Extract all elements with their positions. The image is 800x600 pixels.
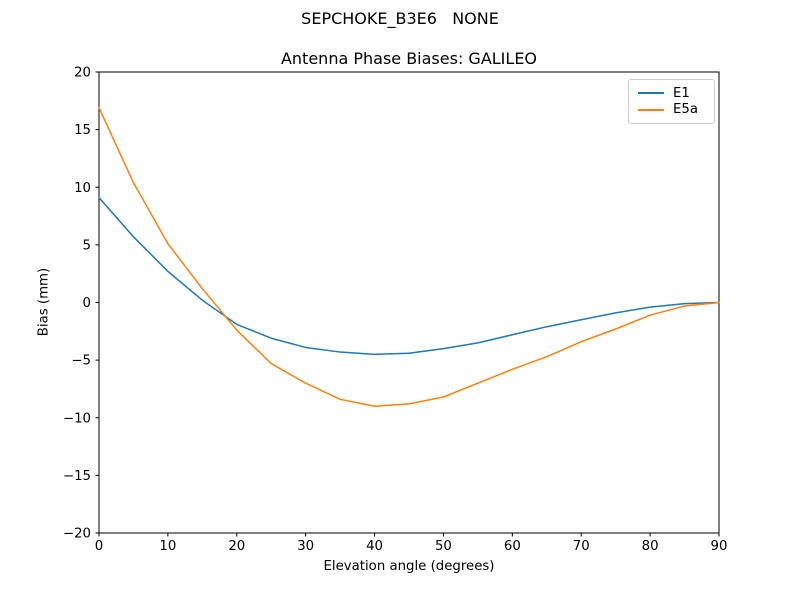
y-tick-label: 5 bbox=[83, 238, 91, 253]
legend-line-swatch-e1 bbox=[638, 92, 664, 95]
x-axis-label: Elevation angle (degrees) bbox=[323, 559, 495, 574]
x-tick-label: 10 bbox=[159, 539, 176, 554]
legend-item-e1: E1 bbox=[638, 85, 706, 102]
series-line-E1 bbox=[98, 196, 720, 356]
x-tick-label: 60 bbox=[504, 539, 521, 554]
legend-label-e5a: E5a bbox=[673, 102, 699, 118]
legend: E1 E5a bbox=[628, 79, 715, 124]
series-line-E5a bbox=[98, 106, 720, 407]
x-tick-label: 80 bbox=[642, 539, 659, 554]
axes-frame bbox=[98, 71, 720, 534]
y-tick-label: 20 bbox=[74, 66, 91, 81]
x-tick-label: 90 bbox=[711, 539, 728, 554]
y-tick-label: 15 bbox=[74, 123, 91, 138]
y-tick-label: −10 bbox=[63, 411, 91, 426]
legend-label-e1: E1 bbox=[673, 85, 690, 101]
x-tick-label: 20 bbox=[228, 539, 245, 554]
legend-item-e5a: E5a bbox=[638, 102, 706, 119]
x-tick-label: 40 bbox=[366, 539, 383, 554]
y-tick-label: 0 bbox=[83, 296, 91, 311]
x-tick-label: 0 bbox=[95, 539, 103, 554]
legend-line-swatch-e5a bbox=[638, 108, 664, 111]
x-tick-label: 70 bbox=[573, 539, 590, 554]
y-axis-label: Bias (mm) bbox=[36, 267, 52, 337]
y-tick-label: 10 bbox=[74, 181, 91, 196]
y-tick-label: −20 bbox=[63, 527, 91, 542]
figure-title: SEPCHOKE_B3E6 NONE bbox=[301, 9, 499, 28]
axes-title: Antenna Phase Biases: GALILEO bbox=[280, 49, 538, 68]
y-tick-label: −15 bbox=[63, 469, 91, 484]
y-tick-label: −5 bbox=[71, 354, 91, 369]
x-tick-label: 50 bbox=[435, 539, 452, 554]
x-tick-label: 30 bbox=[297, 539, 314, 554]
